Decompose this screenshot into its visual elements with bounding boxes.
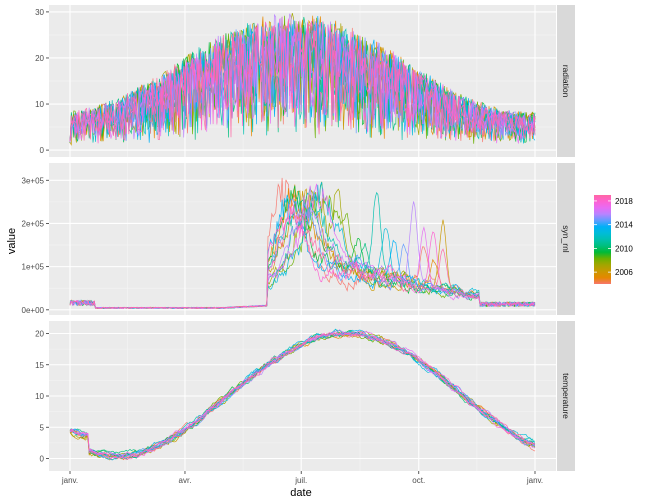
series-line-2018 bbox=[69, 332, 536, 460]
y-tick-label: 0e+00 bbox=[22, 306, 45, 315]
y-tick-label: 10 bbox=[35, 100, 44, 109]
y-tick-label: 0 bbox=[40, 455, 45, 464]
facet-strip-label: temperature bbox=[561, 373, 571, 419]
y-tick-label: 10 bbox=[35, 392, 44, 401]
panel-radiation: 0 10 20 30 radiation bbox=[35, 5, 575, 157]
series-line-2014 bbox=[69, 331, 536, 459]
series-group bbox=[69, 13, 536, 146]
facet-strip-label: syn_rnl bbox=[561, 225, 571, 253]
y-tick-label: 0 bbox=[40, 146, 45, 155]
y-axis-title: value bbox=[6, 228, 18, 254]
y-tick-label: 20 bbox=[35, 330, 44, 339]
x-tick-label: janv. bbox=[61, 476, 78, 485]
legend-label: 2010 bbox=[615, 244, 633, 253]
legend-label: 2014 bbox=[615, 221, 633, 230]
x-axis-title: date bbox=[290, 487, 311, 499]
facet-strip-label: radiation bbox=[561, 65, 571, 98]
series-line-2018 bbox=[69, 20, 536, 142]
facet-strip bbox=[557, 5, 575, 157]
y-tick-label: 5 bbox=[40, 423, 45, 432]
panel-temperature: 0 5 10 15 20 temperature bbox=[35, 321, 575, 471]
y-tick-label: 20 bbox=[35, 54, 44, 63]
panel-syn_rnl: 0e+00 1e+05 2e+05 3e+05 syn_rnl bbox=[22, 163, 575, 315]
series-group bbox=[69, 177, 536, 309]
y-tick-label: 30 bbox=[35, 8, 44, 17]
legend-colorbar bbox=[594, 195, 611, 284]
y-tick-label: 2e+05 bbox=[22, 219, 45, 228]
x-tick-label: avr. bbox=[179, 476, 192, 485]
facet-strip bbox=[557, 321, 575, 471]
legend: 2018 2014 2010 2006 bbox=[594, 195, 633, 284]
panels-layer: 0 10 20 30 radiation 0e+00 1e+05 2e+05 3e+05 syn_… bbox=[22, 5, 575, 485]
legend-label: 2006 bbox=[615, 268, 633, 277]
y-tick-label: 1e+05 bbox=[22, 263, 45, 272]
series-line-2018 bbox=[69, 204, 536, 309]
y-tick-label: 15 bbox=[35, 361, 44, 370]
x-tick-label: oct. bbox=[412, 476, 425, 485]
x-tick-label: janv. bbox=[526, 476, 543, 485]
series-group bbox=[69, 328, 536, 461]
x-tick-label: juil. bbox=[294, 476, 307, 485]
legend-label: 2018 bbox=[615, 197, 633, 206]
y-tick-label: 3e+05 bbox=[22, 176, 45, 185]
facet-strip bbox=[557, 163, 575, 315]
